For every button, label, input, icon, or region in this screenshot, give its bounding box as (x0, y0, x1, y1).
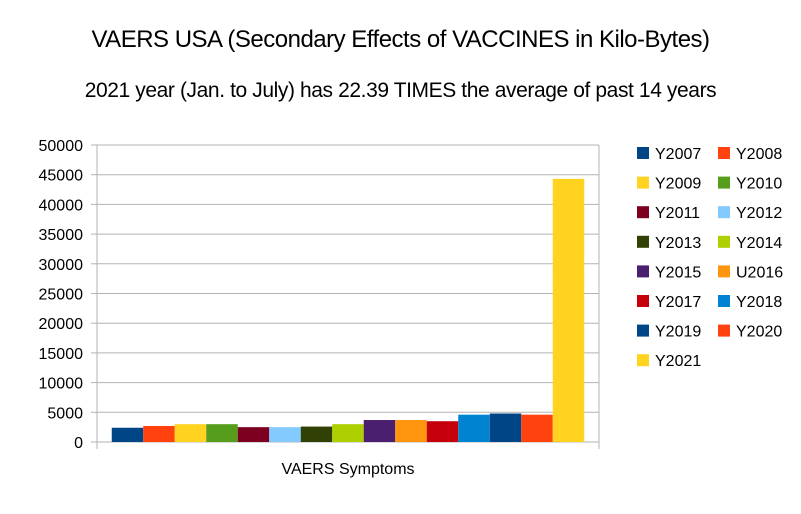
legend-swatch (718, 324, 730, 337)
legend-label: Y2014 (736, 235, 782, 252)
bar-u2016 (395, 420, 427, 442)
legend-swatch (718, 265, 730, 278)
legend-swatch (637, 265, 649, 278)
legend-swatch (718, 295, 730, 307)
bar-y2019 (489, 413, 522, 442)
legend: Y2007 Y2008 Y2009 Y2010 Y2011 Y2012 Y2013 Y2014… (637, 146, 783, 370)
legend-swatch (637, 206, 649, 219)
y-tick-label: 40000 (39, 197, 84, 214)
bar-y2011 (237, 427, 270, 442)
y-tick-label: 5000 (47, 405, 83, 422)
bar-y2013 (300, 426, 333, 442)
y-tick-label: 35000 (39, 227, 84, 244)
legend-swatch (637, 176, 649, 189)
legend-label: Y2017 (655, 294, 701, 311)
bar-y2007 (111, 427, 144, 442)
legend-swatch (637, 147, 649, 159)
bar-y2017 (426, 421, 459, 442)
bar-y2015 (363, 420, 396, 442)
legend-label: Y2021 (655, 353, 701, 370)
bar-y2021 (552, 178, 585, 442)
y-tick-label: 30000 (39, 257, 84, 274)
bar-y2009 (174, 424, 207, 442)
legend-label: U2016 (736, 264, 783, 281)
legend-swatch (718, 206, 730, 219)
y-tick-label: 0 (74, 435, 83, 452)
axes (91, 144, 600, 449)
legend-label: Y2009 (655, 176, 701, 193)
chart-subtitle: 2021 year (Jan. to July) has 22.39 TIMES… (84, 79, 717, 102)
legend-label: Y2010 (736, 176, 782, 193)
bar-y2010 (206, 424, 238, 442)
y-tick-label: 10000 (39, 376, 84, 393)
legend-swatch (637, 235, 649, 248)
gridlines (97, 144, 599, 413)
legend-swatch (718, 176, 730, 189)
legend-swatch (637, 324, 649, 337)
legend-label: Y2011 (655, 205, 700, 222)
bar-y2014 (332, 424, 364, 442)
legend-label: Y2015 (655, 264, 701, 281)
x-category-label: VAERS Symptoms (281, 461, 414, 478)
bar-y2018 (458, 414, 490, 442)
bar-y2008 (143, 425, 175, 442)
legend-label: Y2013 (655, 235, 701, 252)
legend-label: Y2007 (655, 146, 701, 163)
legend-label: Y2012 (736, 205, 782, 222)
legend-label: Y2018 (736, 294, 782, 311)
chart-title: VAERS USA (Secondary Effects of VACCINES… (91, 26, 710, 53)
legend-swatch (718, 235, 730, 248)
y-tick-label: 15000 (39, 346, 84, 363)
y-tick-label: 25000 (39, 287, 84, 304)
bars (111, 178, 585, 442)
bar-y2012 (269, 427, 301, 442)
legend-swatch (637, 295, 649, 307)
y-tick-label: 50000 (39, 138, 84, 155)
legend-label: Y2008 (736, 146, 782, 163)
bar-y2020 (521, 414, 553, 442)
legend-label: Y2019 (655, 324, 701, 341)
y-tick-label: 45000 (39, 168, 84, 185)
x-axis-categories: VAERS Symptoms (281, 461, 414, 478)
legend-label: Y2020 (736, 324, 782, 341)
y-axis-ticks: 0 5000 10000 15000 20000 25000 30000 35000 40000… (39, 138, 84, 452)
legend-swatch (718, 147, 730, 159)
y-tick-label: 20000 (39, 316, 84, 333)
legend-swatch (637, 354, 649, 367)
